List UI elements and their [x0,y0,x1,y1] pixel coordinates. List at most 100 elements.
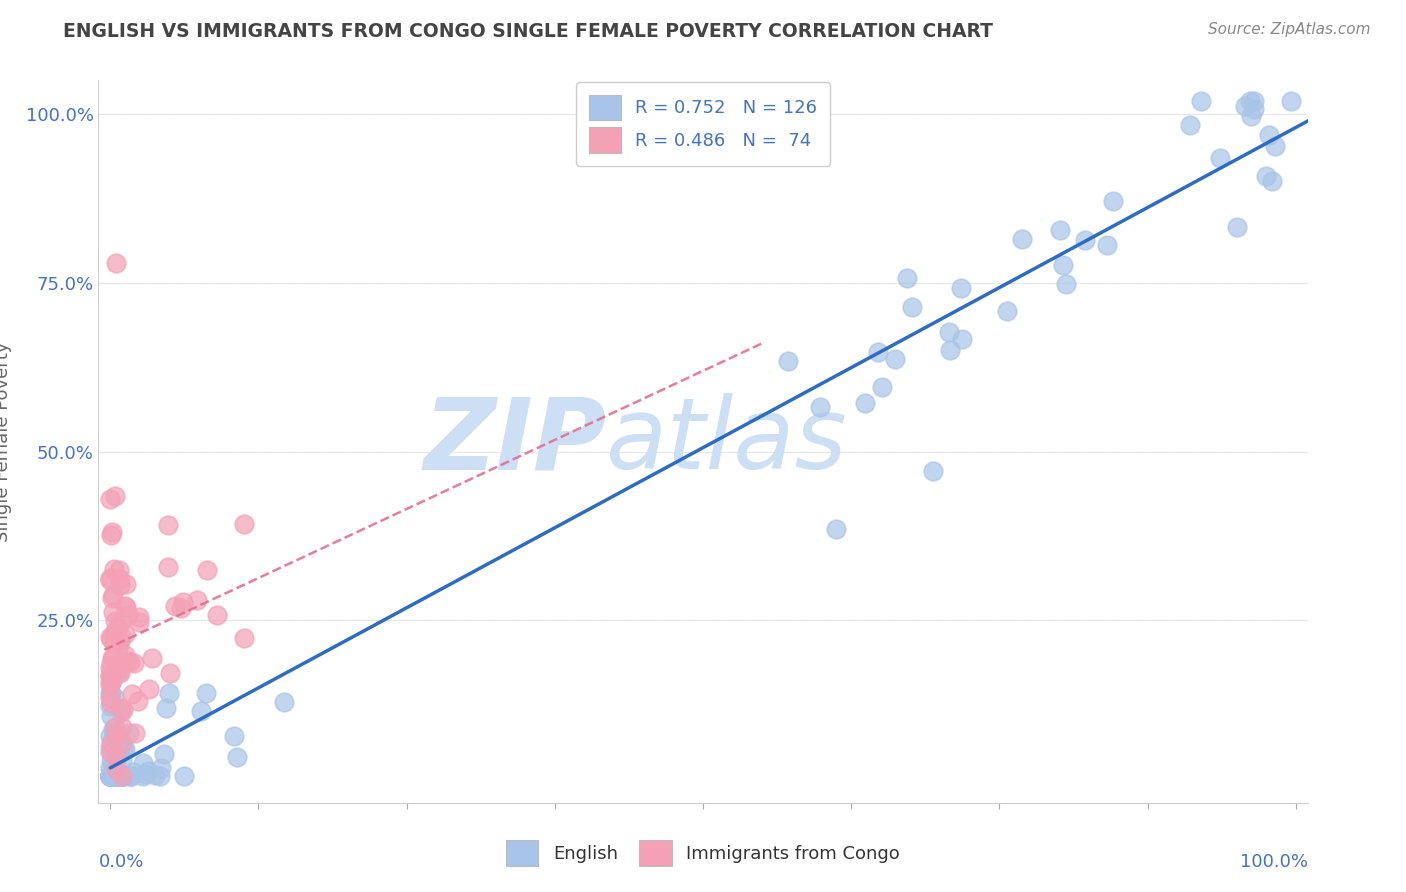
Point [104,489,127,503]
Point [103,769,125,783]
Point [103,636,125,650]
Point [101,769,124,783]
Point [111,736,134,750]
Point [138,681,160,696]
Point [149,760,172,774]
Point [114,627,136,641]
Text: 0.0%: 0.0% [98,854,143,871]
Point [153,747,176,762]
Point [103,626,125,640]
Point [103,769,125,783]
Point [922,465,945,479]
Point [124,726,146,740]
Point [1254,169,1277,183]
Point [1049,222,1071,236]
Point [132,769,155,783]
Point [100,736,122,750]
Point [98,769,121,783]
Point [1095,237,1118,252]
Point [195,686,218,700]
Point [103,769,125,783]
Point [122,765,145,780]
Point [949,281,972,295]
Point [101,591,124,605]
Y-axis label: Single Female Poverty: Single Female Poverty [0,342,11,541]
Point [195,563,218,577]
Point [104,769,127,783]
Point [122,657,145,671]
Point [108,578,131,592]
Point [190,704,212,718]
Point [98,769,121,783]
Point [778,353,800,368]
Point [110,769,132,783]
Point [105,762,128,776]
Point [98,630,121,644]
Point [108,563,131,577]
Point [1011,232,1033,246]
Point [104,769,127,783]
Point [233,631,256,645]
Point [866,344,889,359]
Point [98,573,121,587]
Point [100,632,122,646]
Point [1240,109,1263,123]
Point [950,332,973,346]
Point [98,686,121,700]
Point [104,769,127,783]
Point [128,615,150,630]
Point [100,769,122,783]
Point [938,325,960,339]
Point [115,654,138,668]
Point [100,769,122,783]
Point [157,686,180,700]
Point [172,595,194,609]
Point [111,741,134,756]
Point [108,666,131,681]
Point [870,379,893,393]
Point [103,690,125,705]
Point [103,720,125,734]
Point [101,769,124,783]
Point [104,769,127,783]
Point [108,769,131,783]
Text: ZIP: ZIP [423,393,606,490]
Point [901,300,924,314]
Point [101,769,124,783]
Point [118,726,141,740]
Point [110,769,132,783]
Point [1074,233,1097,247]
Point [100,698,122,713]
Point [1180,118,1202,132]
Point [1261,174,1284,188]
Text: atlas: atlas [606,393,848,490]
Point [1239,94,1261,108]
Point [100,745,122,759]
Point [273,695,295,709]
Point [104,764,127,778]
Point [100,754,122,768]
Point [103,769,125,783]
Point [105,769,128,783]
Point [98,668,121,682]
Point [105,728,128,742]
Point [101,605,124,619]
Point [111,703,134,717]
Point [105,748,128,763]
Point [98,729,121,743]
Point [939,343,962,357]
Point [98,745,121,759]
Point [98,769,121,783]
Point [105,621,128,635]
Point [100,769,122,783]
Point [104,769,127,783]
Point [120,769,142,783]
Point [100,651,122,665]
Legend: English, Immigrants from Congo: English, Immigrants from Congo [499,833,907,873]
Point [98,761,121,775]
Point [110,701,132,715]
Point [118,769,141,783]
Point [114,648,136,662]
Point [1225,220,1247,235]
Point [98,678,121,692]
